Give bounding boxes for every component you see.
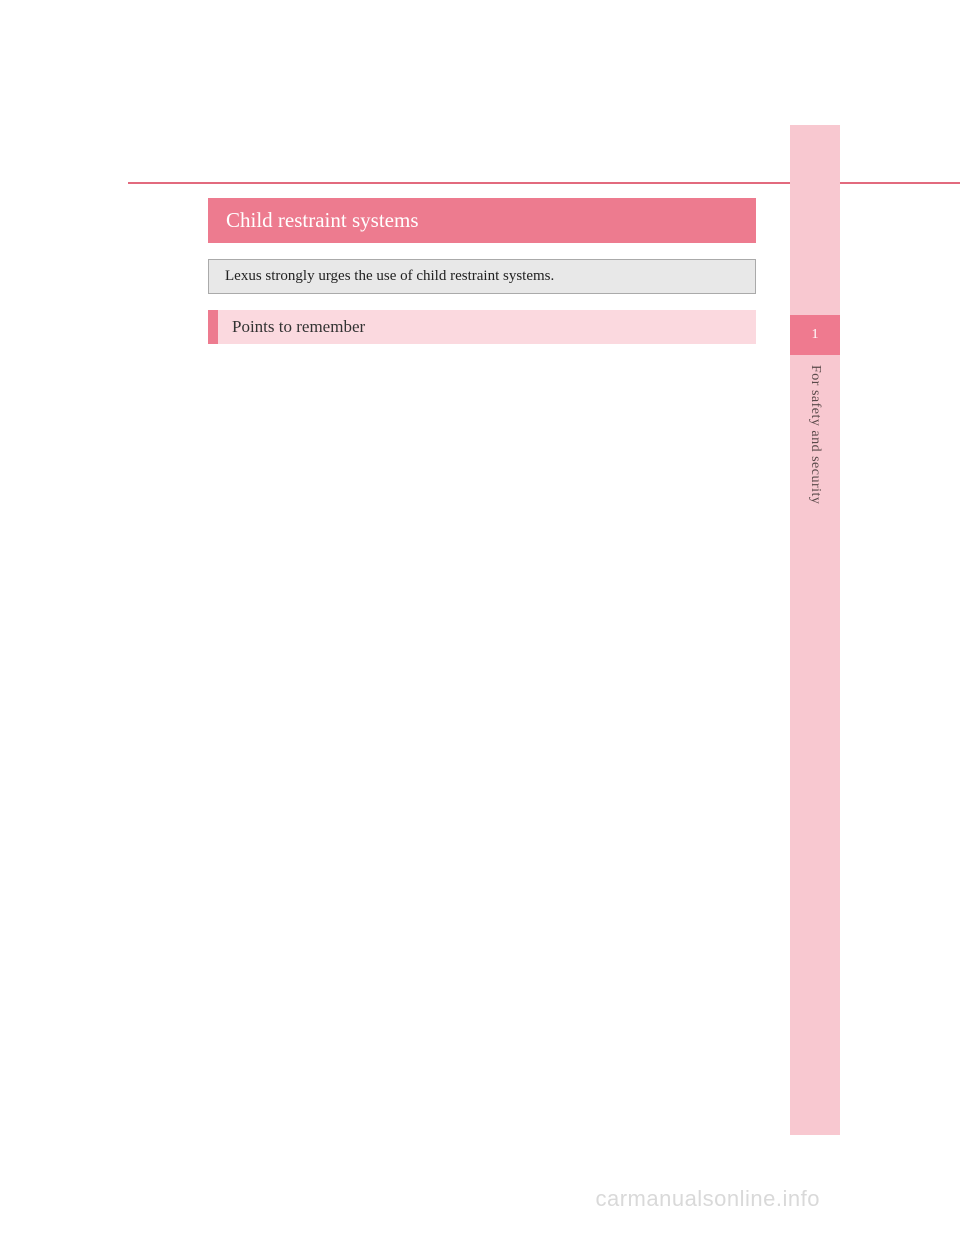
intro-text: Lexus strongly urges the use of child re… [225, 268, 554, 284]
section-title: Child restraint systems [226, 208, 419, 232]
chapter-label: For safety and security [807, 365, 823, 504]
intro-callout: Lexus strongly urges the use of child re… [208, 259, 756, 294]
chapter-number: 1 [812, 327, 819, 343]
footer-watermark: carmanualsonline.info [595, 1186, 820, 1212]
section-title-bar: Child restraint systems [208, 198, 756, 243]
page-container: 1 For safety and security Child restrain… [0, 0, 960, 1242]
chapter-sidebar: 1 For safety and security [790, 125, 840, 1135]
subheading-bar: Points to remember [208, 310, 756, 344]
subheading-text: Points to remember [232, 317, 365, 336]
main-content: Child restraint systems Lexus strongly u… [208, 198, 756, 344]
chapter-number-tab: 1 [790, 315, 840, 355]
